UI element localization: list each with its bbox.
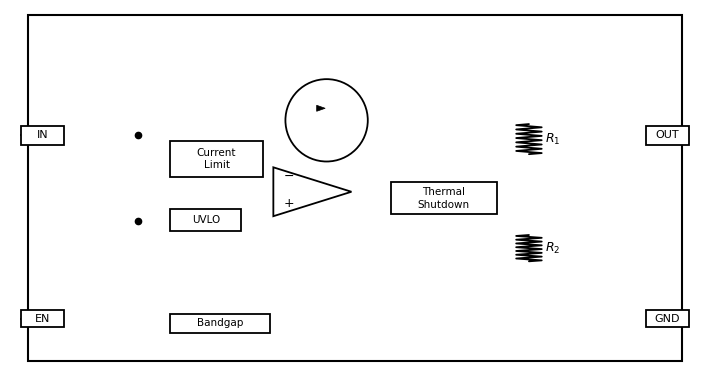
Text: GND: GND — [655, 314, 680, 324]
Text: −: − — [284, 170, 294, 183]
Bar — [646, 126, 689, 145]
Text: Bandgap: Bandgap — [197, 318, 244, 328]
Bar — [170, 141, 263, 177]
Text: EN: EN — [35, 314, 50, 324]
Text: Current
Limit: Current Limit — [197, 148, 236, 170]
Bar — [391, 182, 497, 214]
Text: Thermal
Shutdown: Thermal Shutdown — [417, 187, 470, 209]
Text: IN: IN — [37, 130, 48, 140]
Text: $R_2$: $R_2$ — [545, 241, 560, 256]
Bar — [170, 209, 241, 231]
Bar — [21, 310, 64, 327]
Text: OUT: OUT — [655, 130, 679, 140]
Polygon shape — [317, 105, 325, 111]
Bar — [646, 310, 689, 327]
Text: UVLO: UVLO — [192, 215, 220, 225]
Text: +: + — [284, 197, 294, 209]
Bar — [170, 314, 270, 333]
Text: $R_1$: $R_1$ — [545, 132, 560, 147]
Bar — [21, 126, 64, 145]
